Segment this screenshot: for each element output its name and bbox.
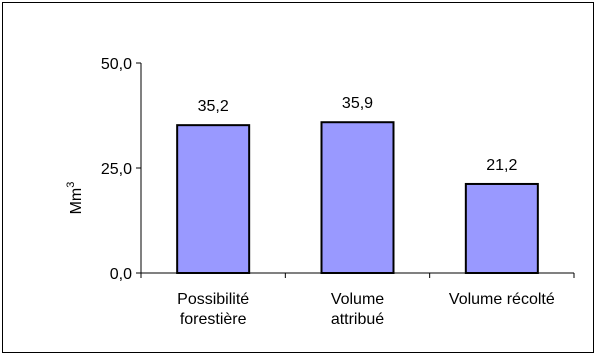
plot-area: 0,0 25,0 50,0 35,2 Possibilité forestière 35,9… — [101, 56, 575, 328]
x-category-label-line: Possibilité — [177, 291, 249, 308]
x-category-label-line: forestière — [180, 311, 247, 328]
y-axis-title-superscript: 3 — [65, 182, 77, 188]
x-category-label-line: Volume récolté — [449, 291, 555, 308]
x-category-label-line: Volume — [331, 291, 384, 308]
bar — [176, 124, 251, 274]
chart-frame — [2, 2, 594, 353]
data-label: 21,2 — [486, 157, 517, 174]
x-category-label: Volume récolté — [449, 291, 555, 308]
y-axis-title: Mm3 — [65, 182, 85, 215]
x-category-label: Possibilité forestière — [177, 291, 249, 328]
data-label: 35,9 — [342, 95, 373, 112]
x-category-label: Volume attribué — [331, 291, 384, 328]
data-label: 35,2 — [198, 98, 229, 115]
y-tick-label: 50,0 — [101, 56, 132, 73]
bar — [464, 182, 539, 275]
y-axis-title-base: Mm — [68, 188, 85, 215]
y-tick-label: 0,0 — [110, 266, 132, 283]
x-category-label-line: attribué — [331, 311, 384, 328]
bar — [320, 121, 395, 274]
y-axis-title-group: Mm3 — [65, 182, 85, 215]
y-tick-label: 25,0 — [101, 161, 132, 178]
